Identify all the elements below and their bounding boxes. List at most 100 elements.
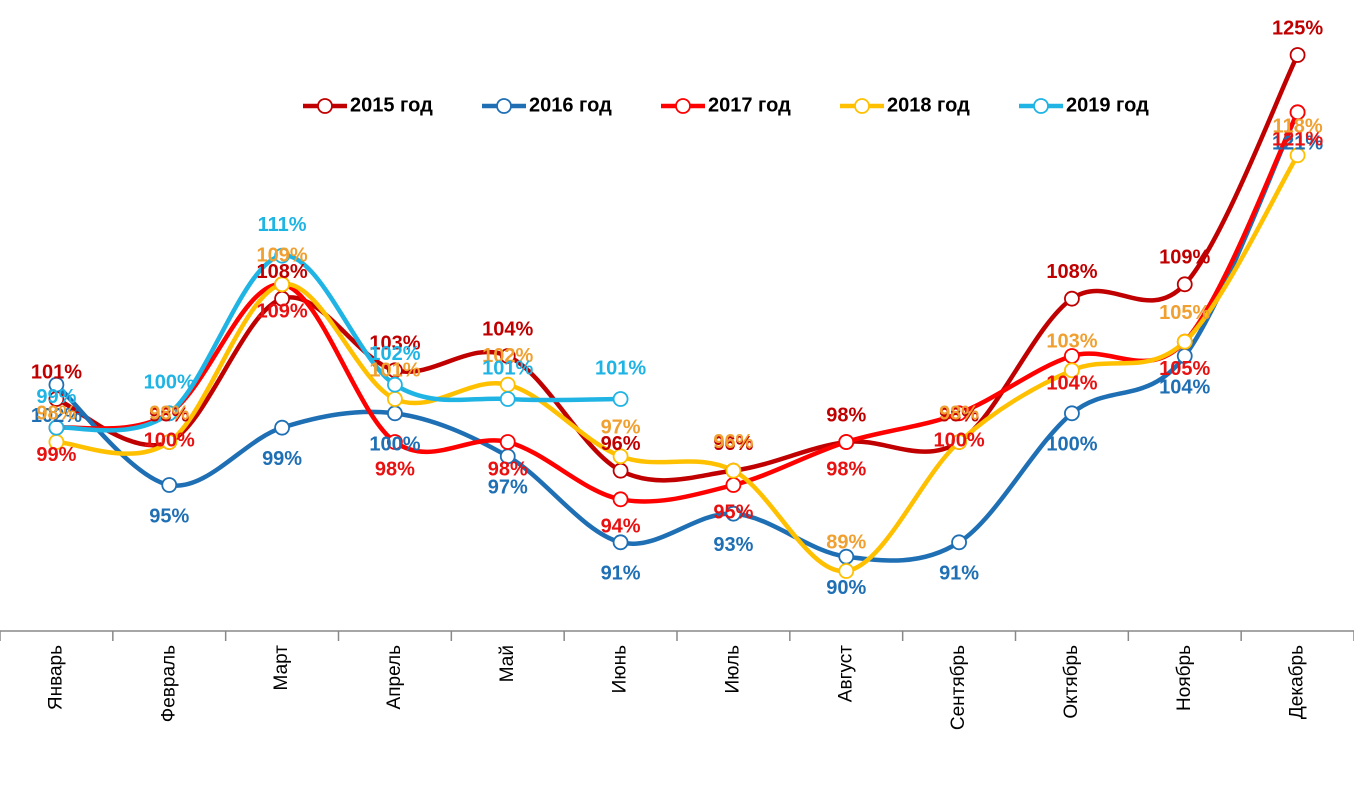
point [48, 376, 65, 393]
legend-item: 2019 год [1019, 94, 1149, 116]
value-label: 109% [257, 301, 308, 323]
value-label: 101% [31, 361, 82, 383]
legend-marker [854, 98, 870, 114]
point [387, 405, 403, 422]
x-tick-label: Ноябрь [1174, 645, 1195, 711]
point [161, 434, 178, 450]
point [1064, 290, 1080, 307]
value-label: 98% [149, 402, 189, 424]
point [725, 477, 742, 493]
x-tick-label: Июль [722, 645, 743, 694]
value-label: 100% [369, 434, 420, 456]
x-tick-label: Февраль [158, 645, 179, 722]
x-tick-label: Октябрь [1061, 645, 1082, 719]
point [951, 434, 967, 450]
value-label: 100% [144, 430, 195, 452]
point [612, 462, 629, 479]
point [387, 434, 403, 450]
point [1064, 405, 1080, 422]
point [274, 276, 290, 293]
point [499, 391, 516, 407]
legend-marker [1033, 98, 1049, 114]
value-label: 94% [601, 516, 641, 538]
value-label: 100% [1046, 434, 1097, 456]
x-tick-label: Январь [45, 645, 66, 710]
legend-item: 2015 год [303, 94, 433, 116]
point [838, 434, 855, 450]
point [725, 505, 742, 522]
value-label: 91% [601, 563, 641, 585]
value-label: 109% [1159, 247, 1210, 269]
value-label: 96% [601, 433, 641, 455]
value-label: 96% [713, 433, 753, 455]
value-label: 95% [713, 501, 753, 523]
point [612, 391, 629, 407]
x-tick-label: Апрель [384, 645, 405, 710]
x-tick-label: Август [835, 645, 856, 702]
value-label: 99% [36, 444, 76, 466]
value-label: 103% [369, 333, 420, 355]
point [1289, 147, 1306, 164]
x-tick-label: Июнь [610, 645, 631, 693]
value-label: 97% [488, 477, 528, 499]
value-label: 118% [1273, 116, 1323, 138]
x-tick-label: Март [271, 645, 292, 691]
value-label: 95% [149, 505, 189, 527]
value-label: 111% [258, 214, 307, 236]
point [612, 534, 629, 551]
value-label: 125% [1272, 17, 1323, 39]
point [951, 405, 967, 422]
value-label: 98% [488, 458, 528, 480]
series-line [56, 154, 1300, 574]
legend-marker [317, 98, 333, 114]
value-label: 101% [595, 357, 646, 379]
legend-marker [496, 98, 512, 114]
point [274, 419, 290, 436]
legend-item: 2018 год [840, 94, 970, 116]
value-label: 101% [482, 357, 533, 379]
legend-label: 2017 год [708, 94, 791, 116]
value-label: 108% [1046, 261, 1097, 283]
value-label: 98% [939, 404, 979, 426]
point [725, 462, 742, 479]
legend-label: 2016 год [529, 94, 612, 116]
point [951, 534, 967, 551]
value-label: 99% [36, 386, 76, 408]
point [1176, 333, 1193, 350]
point [161, 405, 178, 422]
value-label: 98% [375, 458, 415, 480]
value-label: 97% [601, 417, 641, 439]
legend-item: 2017 год [661, 94, 791, 116]
point [499, 348, 516, 364]
value-label: 100% [144, 372, 195, 394]
value-label: 90% [826, 577, 866, 599]
series-line [55, 54, 1300, 483]
value-label: 104% [1159, 376, 1210, 398]
point [1289, 104, 1306, 121]
value-label: 104% [1046, 372, 1097, 394]
x-tick-label: Декабрь [1287, 645, 1308, 719]
value-label: 103% [1046, 331, 1097, 353]
legend-item: 2016 год [482, 94, 612, 116]
value-label: 105% [1159, 358, 1210, 380]
series-line [56, 111, 1300, 504]
value-label: 109% [257, 245, 308, 267]
point [838, 563, 855, 579]
value-label: 104% [482, 318, 533, 340]
value-label: 101% [369, 359, 420, 381]
point [1289, 47, 1306, 63]
value-label: 93% [713, 534, 753, 556]
point [1064, 362, 1080, 379]
value-label: 98% [149, 404, 189, 426]
value-label: 102% [369, 343, 420, 365]
point [274, 247, 290, 264]
value-label: 102% [31, 405, 82, 427]
value-label: 91% [939, 563, 979, 585]
x-tick-label: Май [497, 645, 518, 682]
value-label: 99% [262, 448, 302, 470]
series-line [54, 111, 1300, 563]
point [499, 376, 516, 393]
value-label: 96% [713, 431, 753, 453]
value-label: 108% [257, 261, 308, 283]
